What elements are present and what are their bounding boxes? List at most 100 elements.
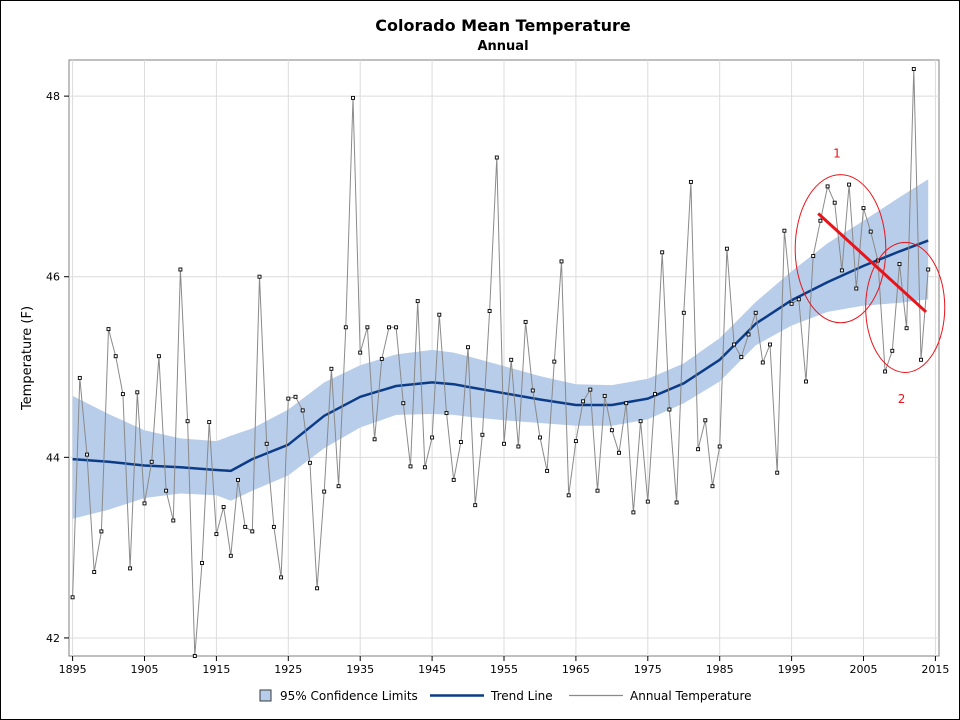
annual-temperature-point [99,529,104,534]
annotation-ellipse-1 [794,174,887,324]
annual-temperature-point [559,259,564,264]
annual-temperature-point [753,310,758,315]
annual-temperature-point [760,360,765,365]
annual-temperature-line [72,68,929,657]
annual-temperature-point [322,489,327,494]
annual-temperature-point [653,392,657,397]
annual-temperature-point [839,268,844,273]
annual-temperature-point [271,524,276,529]
annual-temperature-point [236,477,240,482]
annual-temperature-point [645,499,650,504]
annual-temperature-point [430,435,435,440]
annual-temperature-point [746,332,751,337]
annual-temperature-point [192,654,197,658]
x-tick-label: 1905 [130,663,158,676]
annotation-label-1: 1 [833,147,841,161]
annual-temperature-point [789,301,794,306]
annual-temperature-point [854,286,859,291]
annual-temperature-point [307,460,312,465]
annotation-decline-line [817,212,928,314]
annual-temperature-point [523,319,528,324]
annual-temperature-point [336,484,341,489]
annual-temperature-point [847,182,852,187]
annual-temperature-point [919,357,923,362]
annual-temperature-point [732,342,737,347]
annual-temperature-point [703,418,708,423]
annual-temperature-point [545,468,550,473]
annual-temperature-point [573,439,578,444]
annual-temperature-point [257,274,262,279]
annual-temperature-point [624,401,629,406]
annual-temperature-point [868,229,873,234]
annual-temperature-point [890,348,895,353]
annual-temperature-point [408,464,413,469]
annual-temperature-point [667,407,672,412]
y-tick-label: 44 [46,451,60,464]
annual-temperature-point [530,388,535,393]
x-tick-label: 1985 [706,663,734,676]
legend: 95% Confidence Limits Trend Line Annual … [259,689,752,703]
annual-temperature-point [214,532,219,537]
annual-temperature-point [911,67,916,71]
annual-temperature-point [638,419,643,424]
annual-temperature-point [228,553,233,558]
annual-temperature-point [566,493,571,498]
annual-temperature-point [451,477,456,482]
annual-temperature-point [487,309,492,313]
x-tick-label: 1975 [634,663,662,676]
annual-temperature-point [782,228,787,233]
trend-line [72,239,929,473]
x-tick-label: 1955 [490,663,518,676]
annual-temperature-point [128,566,133,571]
annual-temperature-point [473,503,478,508]
annual-temperature-point [250,529,255,534]
annual-temperature-point [775,470,780,475]
annual-temperature-point [458,440,463,444]
x-tick-label: 1915 [202,663,230,676]
y-tick-label: 42 [46,632,60,645]
legend-label-trend: Trend Line [490,689,553,703]
annual-temperature-point [264,441,269,446]
annual-temperature-point [538,435,542,440]
annual-temperature-point [581,399,586,404]
annual-temperature-point [85,452,89,457]
x-tick-label: 1935 [346,663,374,676]
annotations: 12 [794,147,946,406]
annual-temperature-point [372,437,377,442]
annual-temperature-point [681,310,686,315]
annual-temperature-point [379,356,384,361]
annual-temperature-point [509,357,514,362]
annual-temperature-point [631,510,636,515]
annual-temperature-point [415,299,420,304]
x-tick-label: 1965 [562,663,590,676]
annual-temperature-point [825,184,830,189]
annotation-ellipse-2 [865,241,946,373]
annual-temperature-point [832,200,837,205]
annual-temperature-point [466,345,470,350]
annual-temperature-point [243,524,248,529]
annual-temperature-point [286,396,291,401]
annual-temperature-point [394,325,399,330]
annual-temperature-point [365,325,370,330]
annual-temperature-point [156,354,161,359]
annual-temperature-point [293,394,298,399]
annual-temperature-point [696,447,701,452]
annual-temperature-point [171,518,176,523]
annual-temperature-point [351,95,355,100]
annual-temperature-point [343,325,348,330]
annual-temperature-point [185,419,190,424]
trend-line-group [72,239,929,473]
annual-temperature-point [861,206,866,211]
annual-temperature-point [768,342,772,347]
x-axis: 1895 1905 1915 1925 1935 1945 1955 1965 1975 1985… [59,656,949,676]
annual-temperature-point [113,354,118,359]
annual-temperature-point [92,570,97,574]
annual-temperature-point [106,327,111,332]
annual-temperature-point [883,369,888,374]
annual-temperature-point [494,155,499,160]
x-tick-label: 1945 [418,663,446,676]
annotation-label-2: 2 [898,392,906,406]
annual-temperature-point [804,379,808,384]
annual-temperature-point [552,359,557,364]
